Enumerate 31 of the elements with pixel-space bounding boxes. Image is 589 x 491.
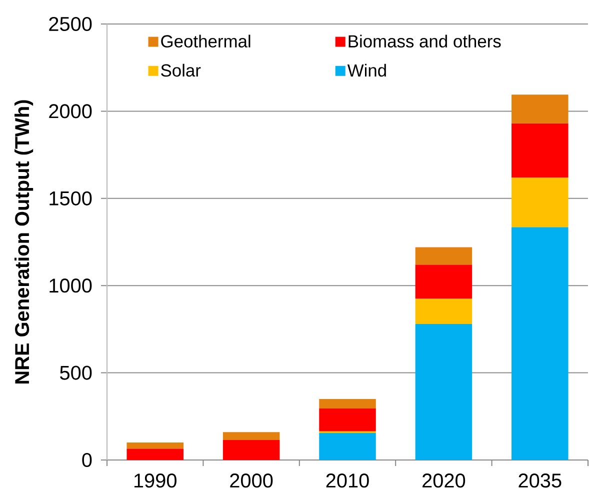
x-tick-label: 2035 <box>518 474 562 488</box>
bar <box>126 442 184 449</box>
y-tick-label: 2500 <box>49 16 92 32</box>
bar <box>512 177 568 228</box>
x-tick-label: 1990 <box>134 474 176 488</box>
bar <box>319 408 376 432</box>
legend-label: Biomass and others <box>348 34 501 48</box>
legend-label: Solar <box>161 64 201 77</box>
y-tick-label: 1000 <box>50 278 92 293</box>
bar <box>415 264 472 299</box>
y-tick-label: 1500 <box>50 191 92 206</box>
x-tick-label: 2000 <box>230 474 273 488</box>
bar <box>415 247 472 265</box>
y-axis-title: NRE Generation Output (TWh) <box>14 100 34 384</box>
y-tick-label: 0 <box>82 452 92 468</box>
y-tick-label: 2000 <box>49 104 92 118</box>
legend-label: Geothermal <box>161 34 250 48</box>
bar <box>126 448 184 460</box>
bar <box>415 298 472 324</box>
bar <box>512 94 568 124</box>
bar <box>319 432 376 460</box>
x-tick-label: 2010 <box>326 474 369 488</box>
bar <box>319 398 376 409</box>
bar <box>222 440 280 460</box>
y-tick-label: 500 <box>60 366 92 380</box>
bar <box>512 227 568 460</box>
bar <box>222 432 280 440</box>
x-tick-label: 2020 <box>422 474 466 488</box>
bar <box>415 324 472 460</box>
bar <box>512 123 568 178</box>
legend-label: Wind <box>347 64 386 77</box>
